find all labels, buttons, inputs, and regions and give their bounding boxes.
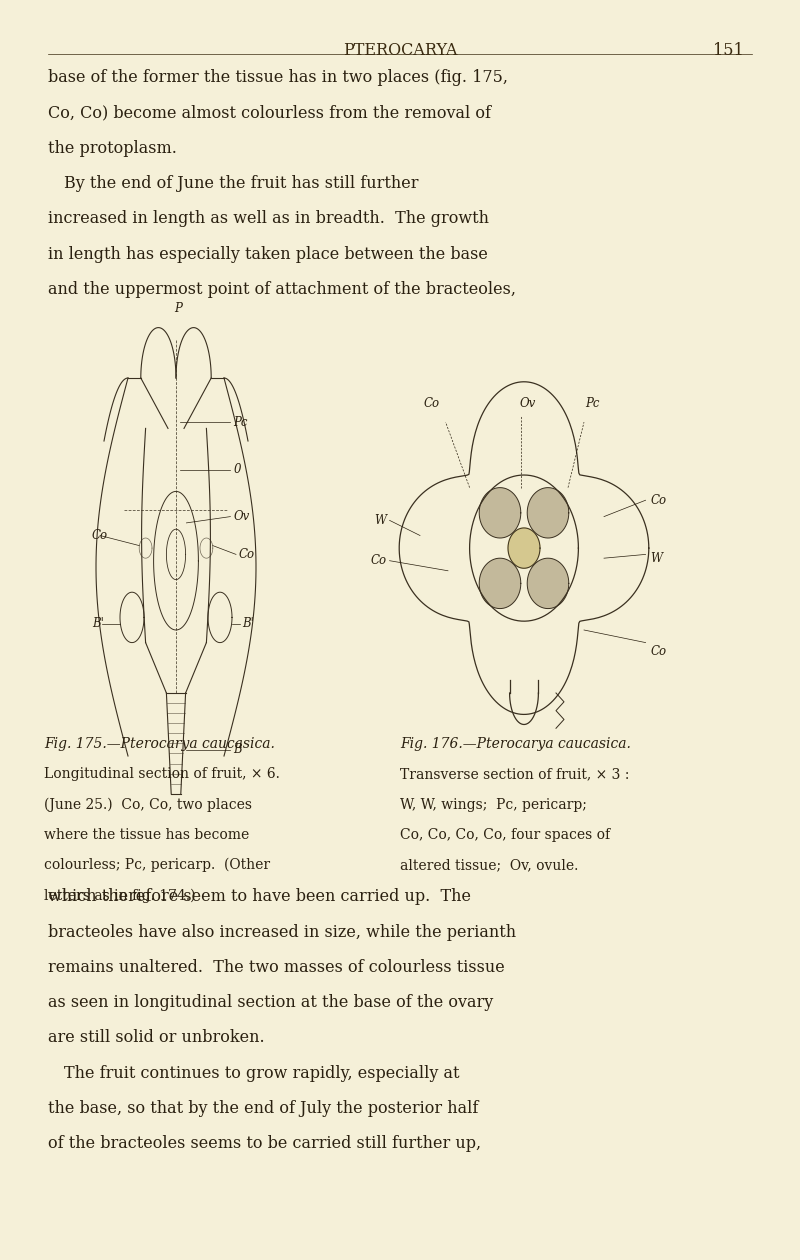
Text: Co: Co — [92, 529, 108, 542]
Text: Transverse section of fruit, × 3 :: Transverse section of fruit, × 3 : — [400, 767, 630, 781]
Text: Longitudinal section of fruit, × 6.: Longitudinal section of fruit, × 6. — [44, 767, 280, 781]
Text: colourless; Pc, pericarp.  (Other: colourless; Pc, pericarp. (Other — [44, 858, 270, 872]
Text: are still solid or unbroken.: are still solid or unbroken. — [48, 1029, 265, 1046]
Text: W: W — [374, 514, 386, 527]
Text: B': B' — [242, 617, 254, 630]
Text: W: W — [650, 552, 662, 564]
Text: remains unaltered.  The two masses of colourless tissue: remains unaltered. The two masses of col… — [48, 959, 505, 975]
Text: altered tissue;  Ov, ovule.: altered tissue; Ov, ovule. — [400, 858, 578, 872]
Text: Co: Co — [650, 645, 666, 658]
Text: in length has especially taken place between the base: in length has especially taken place bet… — [48, 246, 488, 262]
Text: bracteoles have also increased in size, while the perianth: bracteoles have also increased in size, … — [48, 924, 516, 940]
Polygon shape — [527, 488, 569, 538]
Text: Ov: Ov — [520, 397, 536, 410]
Text: base of the former the tissue has in two places (fig. 175,: base of the former the tissue has in two… — [48, 69, 508, 86]
Text: the protoplasm.: the protoplasm. — [48, 140, 177, 156]
Text: P: P — [174, 302, 182, 315]
Text: Co: Co — [370, 554, 386, 567]
Text: letters as in fig. 174.): letters as in fig. 174.) — [44, 888, 195, 902]
Text: Fig. 176.—Pterocarya caucasica.: Fig. 176.—Pterocarya caucasica. — [400, 737, 631, 751]
Text: W, W, wings;  Pc, pericarp;: W, W, wings; Pc, pericarp; — [400, 798, 587, 811]
Text: which therefore seem to have been carried up.  The: which therefore seem to have been carrie… — [48, 888, 471, 905]
Text: Co: Co — [650, 494, 666, 507]
Text: increased in length as well as in breadth.  The growth: increased in length as well as in breadt… — [48, 210, 489, 227]
Text: the base, so that by the end of July the posterior half: the base, so that by the end of July the… — [48, 1100, 478, 1116]
Polygon shape — [508, 528, 540, 568]
Text: PTEROCARYA: PTEROCARYA — [343, 42, 457, 58]
Text: of the bracteoles seems to be carried still further up,: of the bracteoles seems to be carried st… — [48, 1135, 481, 1152]
Text: B: B — [234, 743, 242, 756]
Text: where the tissue has become: where the tissue has become — [44, 828, 250, 842]
Text: The fruit continues to grow rapidly, especially at: The fruit continues to grow rapidly, esp… — [48, 1065, 459, 1081]
Polygon shape — [479, 558, 521, 609]
Polygon shape — [527, 558, 569, 609]
Text: B': B' — [92, 617, 104, 630]
Text: Pc: Pc — [234, 416, 248, 428]
Text: By the end of June the fruit has still further: By the end of June the fruit has still f… — [48, 175, 418, 192]
Text: Co: Co — [424, 397, 440, 410]
Text: Ov: Ov — [234, 510, 250, 523]
Text: Pc: Pc — [585, 397, 599, 410]
Text: Co: Co — [238, 548, 254, 561]
Text: Fig. 175.—Pterocarya caucasica.: Fig. 175.—Pterocarya caucasica. — [44, 737, 275, 751]
Text: 0: 0 — [234, 464, 241, 476]
Text: and the uppermost point of attachment of the bracteoles,: and the uppermost point of attachment of… — [48, 281, 516, 297]
Text: Co, Co) become almost colourless from the removal of: Co, Co) become almost colourless from th… — [48, 105, 491, 121]
Text: as seen in longitudinal section at the base of the ovary: as seen in longitudinal section at the b… — [48, 994, 494, 1011]
Text: 151: 151 — [714, 42, 744, 58]
Text: (June 25.)  Co, Co, two places: (June 25.) Co, Co, two places — [44, 798, 252, 811]
Polygon shape — [479, 488, 521, 538]
Text: Co, Co, Co, Co, four spaces of: Co, Co, Co, Co, four spaces of — [400, 828, 610, 842]
